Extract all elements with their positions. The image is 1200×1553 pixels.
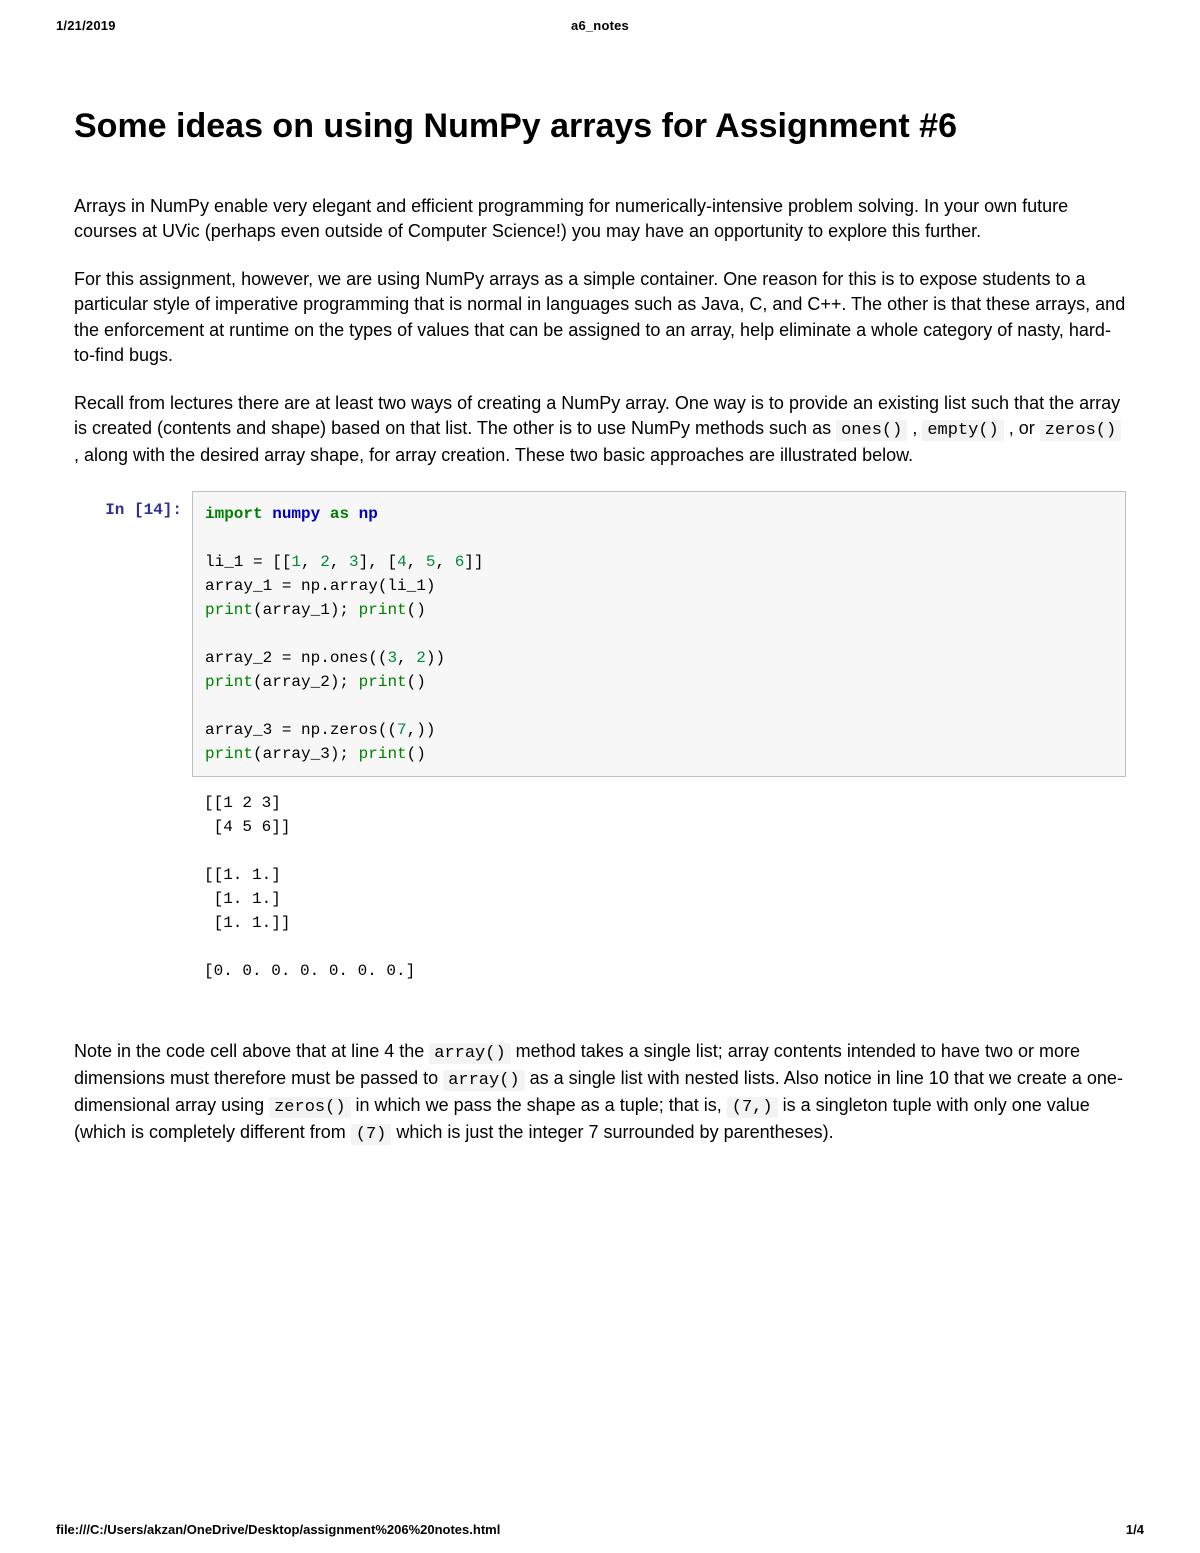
print-footer: file:///C:/Users/akzan/OneDrive/Desktop/… — [56, 1522, 1144, 1537]
prompt-number: 14 — [144, 501, 163, 519]
code-text: , — [330, 553, 349, 571]
num: 1 — [291, 553, 301, 571]
code-text: array_1 = np.array(li_1) — [205, 577, 435, 595]
text: , along with the desired array shape, fo… — [74, 445, 913, 465]
text: , or — [1004, 418, 1040, 438]
text: , — [907, 418, 922, 438]
text: in which we pass the shape as a tuple; t… — [351, 1095, 727, 1115]
fn-print: print — [359, 745, 407, 763]
num: 2 — [320, 553, 330, 571]
code-text: () — [407, 673, 426, 691]
paragraph-note: Note in the code cell above that at line… — [74, 1039, 1126, 1148]
code-tuple-7: (7,) — [727, 1097, 778, 1118]
page-title: Some ideas on using NumPy arrays for Ass… — [74, 105, 1126, 148]
code-zeros: zeros() — [1040, 420, 1121, 441]
num: 3 — [387, 649, 397, 667]
code-text: )) — [426, 649, 445, 667]
code-empty: empty() — [922, 420, 1003, 441]
code-text: ,)) — [407, 721, 436, 739]
code-text: (array_1); — [253, 601, 359, 619]
fn-print: print — [359, 601, 407, 619]
code-output: [[1 2 3] [4 5 6]] [[1. 1.] [1. 1.] [1. 1… — [192, 783, 1126, 985]
code-input: import numpy as np li_1 = [[1, 2, 3], [4… — [192, 491, 1126, 777]
code-ones: ones() — [836, 420, 907, 441]
code-zeros: zeros() — [269, 1097, 350, 1118]
code-text: , — [435, 553, 454, 571]
code-text: ], [ — [359, 553, 397, 571]
code-text: li_1 = [[ — [205, 553, 291, 571]
code-text: ]] — [464, 553, 483, 571]
fn-print: print — [205, 673, 253, 691]
module-numpy: numpy — [272, 505, 320, 523]
num: 2 — [416, 649, 426, 667]
code-array: array() — [443, 1070, 524, 1091]
alias-np: np — [359, 505, 378, 523]
fn-print: print — [359, 673, 407, 691]
code-cell: In [14]: import numpy as np li_1 = [[1, … — [74, 491, 1126, 777]
code-text: , — [397, 649, 416, 667]
paragraph-intro-2: For this assignment, however, we are usi… — [74, 267, 1126, 369]
num: 3 — [349, 553, 359, 571]
code-text: array_2 = np.ones(( — [205, 649, 387, 667]
print-header: 1/21/2019 a6_notes — [56, 18, 1144, 33]
prompt-close: ]: — [163, 501, 182, 519]
code-text: () — [407, 745, 426, 763]
num: 4 — [397, 553, 407, 571]
print-date: 1/21/2019 — [56, 18, 116, 33]
input-prompt: In [14]: — [74, 491, 192, 777]
text: which is just the integer 7 surrounded b… — [391, 1122, 833, 1142]
paragraph-intro-1: Arrays in NumPy enable very elegant and … — [74, 194, 1126, 245]
prompt-in: In [ — [105, 501, 143, 519]
document-body: Some ideas on using NumPy arrays for Ass… — [56, 105, 1144, 1148]
code-text: , — [301, 553, 320, 571]
paragraph-intro-3: Recall from lectures there are at least … — [74, 391, 1126, 469]
fn-print: print — [205, 745, 253, 763]
footer-page: 1/4 — [1126, 1522, 1144, 1537]
fn-print: print — [205, 601, 253, 619]
page: 1/21/2019 a6_notes Some ideas on using N… — [0, 0, 1200, 1553]
kw-import: import — [205, 505, 263, 523]
code-text: () — [407, 601, 426, 619]
code-text: (array_2); — [253, 673, 359, 691]
num: 7 — [397, 721, 407, 739]
text: Note in the code cell above that at line… — [74, 1041, 429, 1061]
code-paren-7: (7) — [351, 1124, 392, 1145]
code-text: array_3 = np.zeros(( — [205, 721, 397, 739]
num: 6 — [455, 553, 465, 571]
code-array: array() — [429, 1043, 510, 1064]
code-text: (array_3); — [253, 745, 359, 763]
kw-as: as — [330, 505, 349, 523]
code-text: , — [407, 553, 426, 571]
footer-path: file:///C:/Users/akzan/OneDrive/Desktop/… — [56, 1522, 500, 1537]
print-title: a6_notes — [0, 18, 1200, 33]
